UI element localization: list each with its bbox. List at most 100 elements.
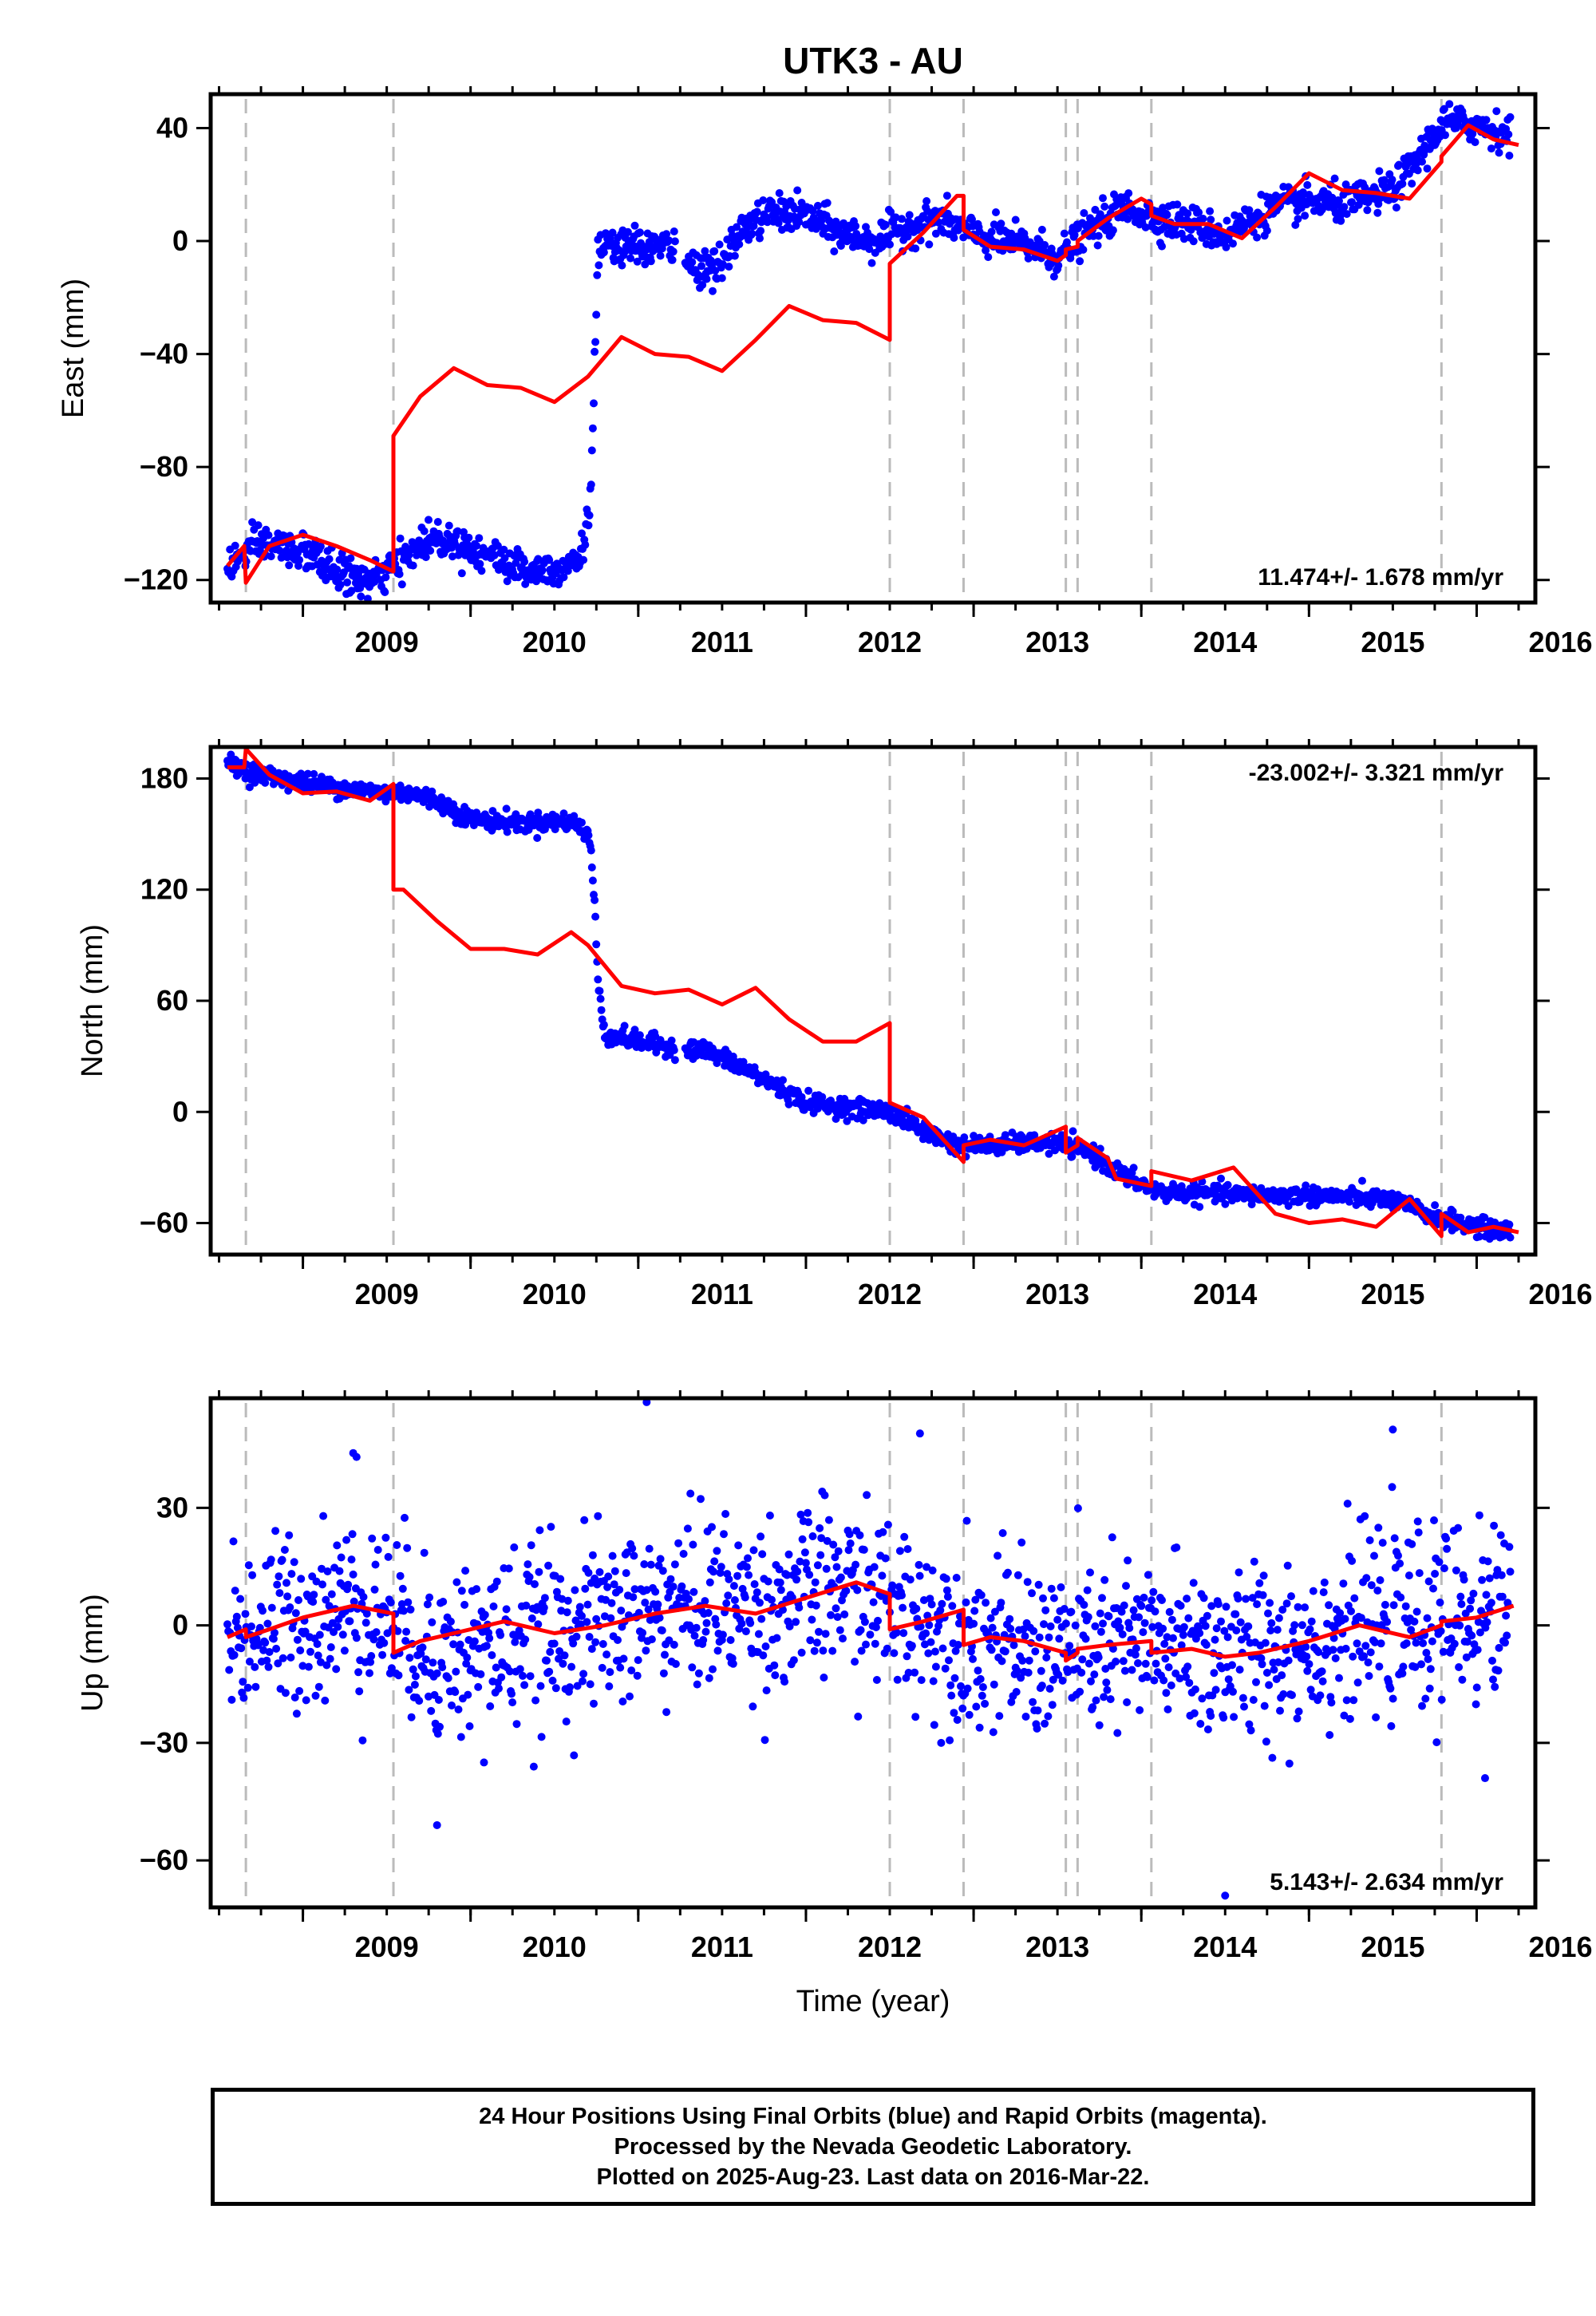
- x-tick-label: 2013: [1025, 1931, 1089, 1963]
- data-point: [615, 1586, 624, 1594]
- data-point: [1414, 1528, 1423, 1537]
- data-point: [1370, 1551, 1378, 1560]
- data-point: [1503, 1631, 1511, 1640]
- data-point: [1303, 180, 1312, 189]
- data-point: [1273, 1626, 1282, 1634]
- data-point: [630, 1585, 639, 1594]
- data-point: [1139, 1628, 1148, 1637]
- data-point: [1054, 1670, 1063, 1679]
- data-point: [1258, 1591, 1267, 1599]
- data-point: [749, 222, 758, 231]
- data-point: [346, 554, 355, 563]
- data-point: [1073, 1504, 1082, 1512]
- data-point: [583, 1618, 591, 1626]
- data-point: [1096, 1609, 1104, 1618]
- data-point: [758, 1550, 767, 1559]
- data-point: [529, 1762, 538, 1771]
- data-point: [1426, 1665, 1435, 1674]
- data-point: [387, 1664, 396, 1673]
- data-point: [403, 1543, 412, 1552]
- data-point: [1236, 1618, 1245, 1626]
- data-point: [1185, 1678, 1194, 1687]
- data-point: [1070, 231, 1079, 239]
- data-points: [223, 1398, 1515, 1900]
- data-point: [655, 1614, 664, 1622]
- data-point: [1375, 1662, 1384, 1671]
- data-point: [1135, 1613, 1144, 1622]
- data-point: [310, 769, 318, 778]
- data-point: [1505, 1543, 1514, 1551]
- data-point: [1425, 1684, 1434, 1693]
- data-point: [1207, 215, 1215, 224]
- data-point: [1257, 1654, 1266, 1662]
- data-point: [1291, 220, 1300, 229]
- data-point: [322, 1661, 331, 1670]
- data-point: [1151, 1607, 1159, 1616]
- data-point: [365, 1669, 373, 1678]
- data-point: [283, 1592, 292, 1601]
- data-point: [1150, 1676, 1159, 1685]
- data-point: [1017, 1538, 1026, 1547]
- data-point: [349, 1570, 358, 1579]
- data-point: [1183, 1595, 1191, 1603]
- data-point: [519, 1671, 527, 1680]
- data-point: [892, 1628, 901, 1637]
- data-point: [943, 1592, 952, 1601]
- data-point: [525, 1573, 534, 1581]
- data-point: [1167, 1615, 1176, 1624]
- data-point: [334, 1622, 342, 1631]
- data-point: [1161, 1654, 1170, 1663]
- data-point: [789, 1656, 798, 1665]
- data-point: [756, 234, 764, 243]
- data-point: [261, 778, 270, 787]
- data-point: [465, 1722, 474, 1730]
- data-point: [225, 1666, 234, 1674]
- data-point: [1274, 1614, 1283, 1622]
- data-point: [544, 1561, 553, 1570]
- data-point: [405, 1686, 413, 1694]
- panel-up: 2009 2010 2011 2012 2013 2014 2015 2016−60−3003…: [76, 1390, 1593, 1963]
- data-point: [656, 251, 665, 260]
- data-point: [367, 1652, 376, 1660]
- data-point: [634, 1656, 642, 1665]
- data-point: [279, 1654, 287, 1662]
- data-point: [857, 1646, 866, 1655]
- data-point: [867, 259, 876, 267]
- data-point: [623, 227, 632, 236]
- data-point: [683, 1524, 692, 1533]
- data-point: [775, 189, 784, 197]
- data-point: [795, 1603, 804, 1612]
- x-tick-label: 2012: [858, 626, 922, 658]
- data-point: [1496, 1531, 1505, 1539]
- plot-frame: [208, 92, 1538, 605]
- data-point: [420, 527, 429, 536]
- data-point: [590, 399, 598, 408]
- data-point: [793, 186, 802, 195]
- data-point: [699, 1636, 708, 1644]
- data-point: [771, 1671, 780, 1680]
- data-point: [1390, 1534, 1399, 1543]
- data-point: [1113, 1729, 1122, 1737]
- data-point: [272, 1644, 281, 1653]
- data-point: [1141, 1659, 1150, 1668]
- data-point: [295, 1686, 304, 1695]
- data-point: [571, 1586, 579, 1595]
- data-point: [686, 1489, 695, 1498]
- data-point: [393, 1541, 401, 1549]
- data-point: [881, 1554, 890, 1563]
- data-point: [1364, 1658, 1373, 1667]
- data-point: [804, 1508, 812, 1517]
- y-tick-label: 40: [156, 111, 188, 144]
- data-point: [804, 1086, 813, 1095]
- data-point: [813, 201, 822, 210]
- data-point: [1413, 1517, 1422, 1526]
- data-point: [254, 521, 263, 530]
- data-point: [770, 1661, 779, 1670]
- data-point: [911, 1713, 920, 1721]
- data-point: [871, 1639, 879, 1648]
- data-point: [1353, 1639, 1361, 1648]
- data-point: [702, 1618, 711, 1627]
- data-point: [1430, 1516, 1438, 1524]
- data-point: [748, 229, 757, 238]
- data-point: [859, 1116, 867, 1124]
